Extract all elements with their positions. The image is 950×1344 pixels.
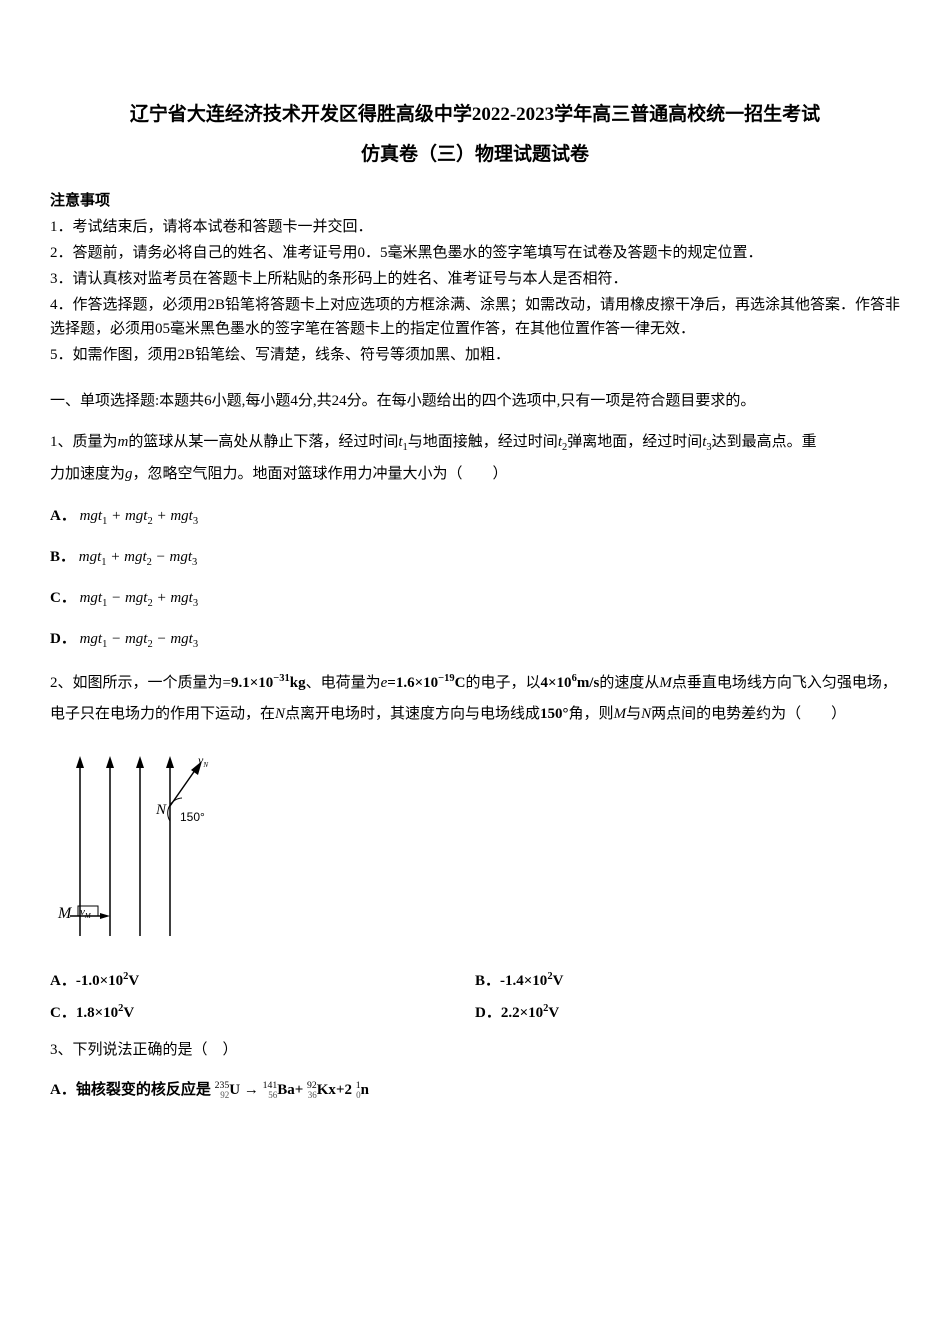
- reaction-arrow: →: [244, 1082, 259, 1098]
- q1-stem-p7: ，忽略空气阻力。地面对篮球作用力冲量大小为（ ）: [133, 466, 508, 482]
- q3-opt-a-label: A．铀核裂变的核反应是: [50, 1082, 211, 1098]
- q1-opt-c-label: C．: [50, 590, 76, 606]
- q1-opt-a-label: A．: [50, 508, 76, 524]
- q1-option-a: A． mgt1 + mgt2 + mgt3: [50, 504, 900, 531]
- nuclide-ba: 141 56: [263, 1081, 278, 1100]
- q2-options-row1: A．-1.0×102V B．-1.4×102V: [50, 969, 900, 993]
- q3-stem: 3、下列说法正确的是（ ）: [50, 1042, 238, 1058]
- q2-options-row2: C．1.8×102V D．2.2×102V: [50, 1001, 900, 1025]
- q1-var-t3: t3: [702, 434, 711, 450]
- q1-stem-p2: 的篮球从某一高处从静止下落，经过时间: [128, 434, 398, 450]
- question-3: 3、下列说法正确的是（ ）: [50, 1035, 900, 1067]
- q1-opt-d-label: D．: [50, 631, 76, 647]
- nuclide-kx: 92 36: [307, 1081, 317, 1100]
- svg-text:vM: vM: [80, 906, 92, 920]
- q1-var-t1: t1: [398, 434, 407, 450]
- q1-var-t2: t2: [558, 434, 567, 450]
- q3-option-a: A．铀核裂变的核反应是 235 92 U → 141 56 Ba+ 92 36 …: [50, 1078, 900, 1102]
- notice-header: 注意事项: [50, 189, 900, 213]
- q1-opt-b-label: B．: [50, 549, 75, 565]
- q2-diagram-svg: M vM N vN 150°: [50, 746, 230, 946]
- section-1-header: 一、单项选择题:本题共6小题,每小题4分,共24分。在每小题给出的四个选项中,只…: [50, 389, 900, 413]
- notice-item-5: 5．如需作图，须用2B铅笔绘、写清楚，线条、符号等须加黑、加粗．: [50, 343, 900, 367]
- exam-title-main: 辽宁省大连经济技术开发区得胜高级中学2022-2023学年高三普通高校统一招生考…: [50, 100, 900, 130]
- svg-text:vN: vN: [198, 753, 208, 769]
- q1-opt-b-formula: mgt1 + mgt2 − mgt3: [79, 549, 198, 565]
- q2-option-b: B．-1.4×102V: [475, 969, 900, 993]
- q1-stem-p1: 1、质量为: [50, 434, 118, 450]
- nuclide-u: 235 92: [215, 1081, 230, 1100]
- exam-title-sub: 仿真卷（三）物理试题试卷: [50, 140, 900, 170]
- q1-opt-a-formula: mgt1 + mgt2 + mgt3: [80, 508, 199, 524]
- question-1: 1、质量为m的篮球从某一高处从静止下落，经过时间t1与地面接触，经过时间t2弹离…: [50, 427, 900, 491]
- q2-label-angle: 150°: [180, 810, 205, 824]
- q1-option-b: B． mgt1 + mgt2 − mgt3: [50, 545, 900, 572]
- nuclide-n: 1 0: [356, 1081, 361, 1100]
- question-2: 2、如图所示，一个质量为=9.1×10−31kg、电荷量为e=1.6×10−19…: [50, 668, 900, 731]
- q1-var-m: m: [118, 434, 129, 450]
- q1-opt-d-formula: mgt1 − mgt2 − mgt3: [80, 631, 199, 647]
- q2-stem: 2、如图所示，一个质量为=9.1×10−31kg、电荷量为e=1.6×10−19…: [50, 675, 897, 723]
- notice-item-3: 3．请认真核对监考员在答题卡上所粘贴的条形码上的姓名、准考证号与本人是否相符．: [50, 267, 900, 291]
- q2-option-a: A．-1.0×102V: [50, 969, 475, 993]
- q2-label-N: N: [155, 802, 167, 818]
- q1-var-g: g: [125, 466, 133, 482]
- q1-option-d: D． mgt1 − mgt2 − mgt3: [50, 627, 900, 654]
- q1-stem-p3: 与地面接触，经过时间: [408, 434, 558, 450]
- q1-opt-c-formula: mgt1 − mgt2 + mgt3: [80, 590, 199, 606]
- q2-option-c: C．1.8×102V: [50, 1001, 475, 1025]
- q1-stem-p4: 弹离地面，经过时间: [567, 434, 702, 450]
- q1-option-c: C． mgt1 − mgt2 + mgt3: [50, 586, 900, 613]
- q1-stem-p6: 力加速度为: [50, 466, 125, 482]
- q1-stem-p5: 达到最高点。重: [712, 434, 817, 450]
- notice-item-4: 4．作答选择题，必须用2B铅笔将答题卡上对应选项的方框涂满、涂黑；如需改动，请用…: [50, 293, 900, 341]
- notice-item-1: 1．考试结束后，请将本试卷和答题卡一并交回．: [50, 215, 900, 239]
- q2-label-M: M: [57, 905, 73, 922]
- notice-item-2: 2．答题前，请务必将自己的姓名、准考证号用0．5毫米黑色墨水的签字笔填写在试卷及…: [50, 241, 900, 265]
- q2-diagram: M vM N vN 150°: [50, 746, 900, 954]
- q2-option-d: D．2.2×102V: [475, 1001, 900, 1025]
